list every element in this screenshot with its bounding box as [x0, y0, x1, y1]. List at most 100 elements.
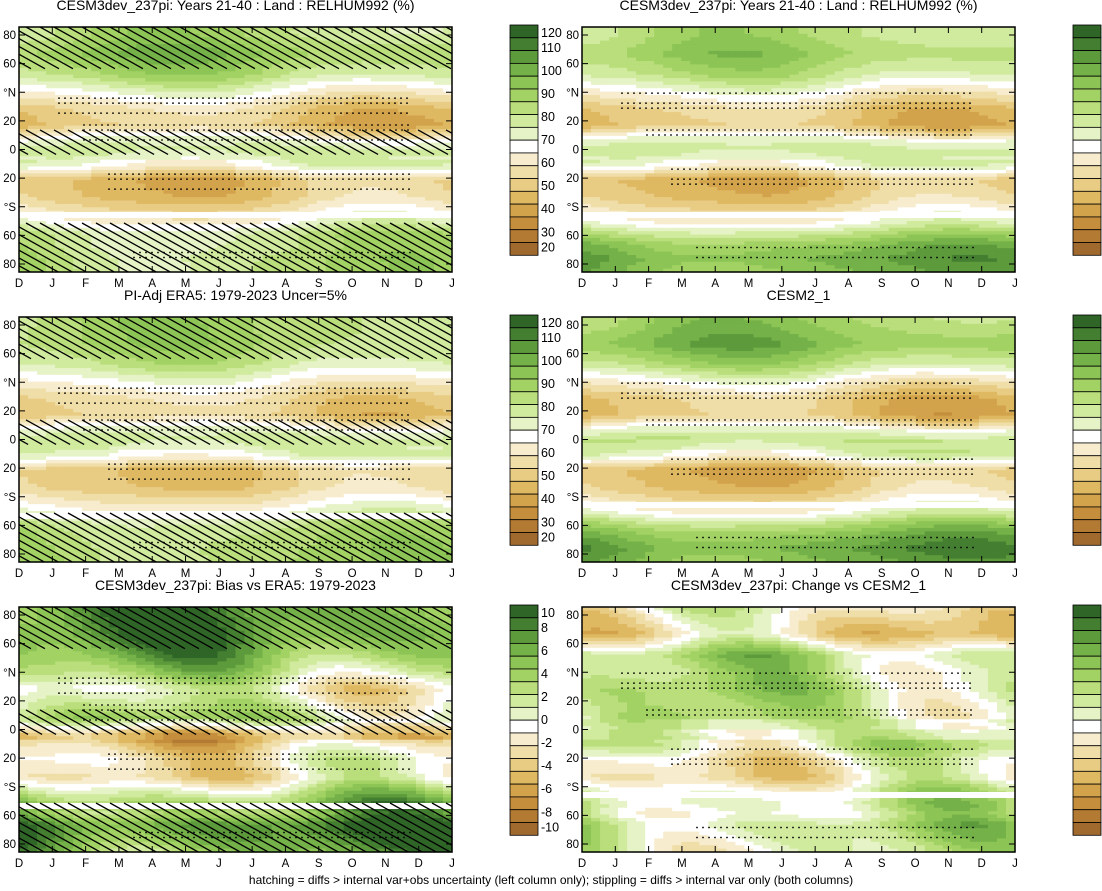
- stipple-dot: [917, 168, 919, 171]
- stipple-dot: [771, 672, 773, 675]
- hatch-line: [403, 129, 449, 155]
- stipple-dot: [911, 758, 913, 760]
- stipple-dot: [383, 129, 385, 131]
- stipple-dot: [892, 424, 894, 426]
- stipple-dot: [107, 709, 109, 711]
- stipple-dot: [915, 102, 917, 105]
- stipple-dot: [713, 748, 715, 750]
- stipple-dot: [717, 687, 719, 690]
- stipple-dot: [222, 173, 224, 176]
- stipple-dot: [352, 677, 354, 680]
- stipple-dot: [112, 402, 114, 405]
- stipple-dot: [394, 102, 396, 105]
- stipple-dot: [963, 687, 965, 690]
- stipple-dot: [863, 763, 865, 765]
- stipple-dot: [815, 178, 817, 181]
- stipple-dot: [383, 124, 385, 126]
- stipple-dot: [726, 836, 728, 839]
- stipple-dot: [713, 458, 715, 460]
- stipple-dot: [299, 139, 301, 141]
- stipple-dot: [178, 692, 180, 695]
- stipple-dot: [798, 826, 800, 829]
- stipple-dot: [306, 768, 308, 770]
- stipple-dot: [837, 687, 839, 690]
- stipple-dot: [657, 392, 659, 395]
- stipple-dot: [179, 709, 181, 711]
- stipple-dot: [400, 112, 402, 115]
- stipple-dot: [658, 134, 660, 136]
- colorbar-box: [509, 506, 539, 521]
- stipple-dot: [720, 256, 722, 259]
- stipple-dot: [784, 714, 786, 716]
- x-tick-label: M: [114, 278, 124, 290]
- stipple-dot: [719, 758, 721, 760]
- stipple-dot: [210, 768, 212, 770]
- stipple-dot: [138, 753, 140, 755]
- stipple-dot: [923, 468, 925, 470]
- y-tick-label: 0: [10, 725, 16, 737]
- stipple-dot: [646, 709, 648, 711]
- stipple-dot: [179, 139, 181, 141]
- stipple-dot: [792, 546, 794, 549]
- stipple-dot: [336, 478, 338, 480]
- stipple-dot: [731, 468, 733, 470]
- stipple-dot: [689, 183, 691, 186]
- stipple-dot: [700, 134, 702, 136]
- stipple-dot: [307, 251, 309, 254]
- stipple-dot: [365, 719, 367, 721]
- stipple-dot: [921, 107, 923, 110]
- stipple-dot: [221, 719, 223, 721]
- stipple-dot: [711, 92, 713, 95]
- stipple-dot: [388, 682, 390, 685]
- stipple-dot: [298, 97, 300, 100]
- stipple-dot: [784, 129, 786, 131]
- stipple-dot: [143, 709, 145, 711]
- stipple-dot: [228, 188, 230, 191]
- colorbar-box: [509, 391, 539, 405]
- stipple-dot: [717, 102, 719, 105]
- stipple-dot: [258, 753, 260, 755]
- stipple-dot: [731, 168, 733, 171]
- stipple-dot: [166, 392, 168, 395]
- stipple-dot: [754, 419, 756, 421]
- stipple-dot: [681, 682, 683, 685]
- colorbar-label: 90: [541, 377, 555, 391]
- stipple-dot: [268, 402, 270, 405]
- stipple-dot: [366, 468, 368, 470]
- stipple-dot: [737, 468, 739, 470]
- stipple-dot: [862, 714, 864, 716]
- stipple-dot: [696, 256, 698, 259]
- y-tick-label: 20: [3, 406, 16, 418]
- hatch-line: [19, 547, 45, 562]
- stipple-dot: [922, 134, 924, 136]
- stipple-dot: [893, 183, 895, 186]
- stipple-dot: [732, 256, 734, 259]
- stipple-dot: [750, 836, 752, 839]
- colorbar-label: 100: [541, 354, 562, 368]
- stipple-dot: [815, 758, 817, 760]
- stipple-dot: [300, 188, 302, 191]
- stipple-dot: [76, 402, 78, 405]
- colorbar-box: [1072, 101, 1102, 115]
- stipple-dot: [862, 419, 864, 421]
- stipple-dot: [946, 419, 948, 421]
- stipple-dot: [136, 97, 138, 100]
- stipple-dot: [693, 682, 695, 685]
- stipple-dot: [755, 748, 757, 750]
- stipple-dot: [760, 419, 762, 421]
- stipple-dot: [113, 429, 115, 431]
- stipple-dot: [88, 102, 90, 105]
- stipple-dot: [929, 748, 931, 750]
- stipple-dot: [813, 92, 815, 95]
- stipple-dot: [792, 826, 794, 829]
- stipple-dot: [328, 112, 330, 115]
- stipple-dot: [651, 92, 653, 95]
- stipple-dot: [234, 753, 236, 755]
- stipple-dot: [114, 188, 116, 191]
- stipple-dot: [114, 758, 116, 760]
- stipple-dot: [298, 692, 300, 695]
- stipple-dot: [167, 704, 169, 706]
- stipple-dot: [786, 246, 788, 249]
- stipple-dot: [822, 826, 824, 829]
- stipple-dot: [263, 124, 265, 126]
